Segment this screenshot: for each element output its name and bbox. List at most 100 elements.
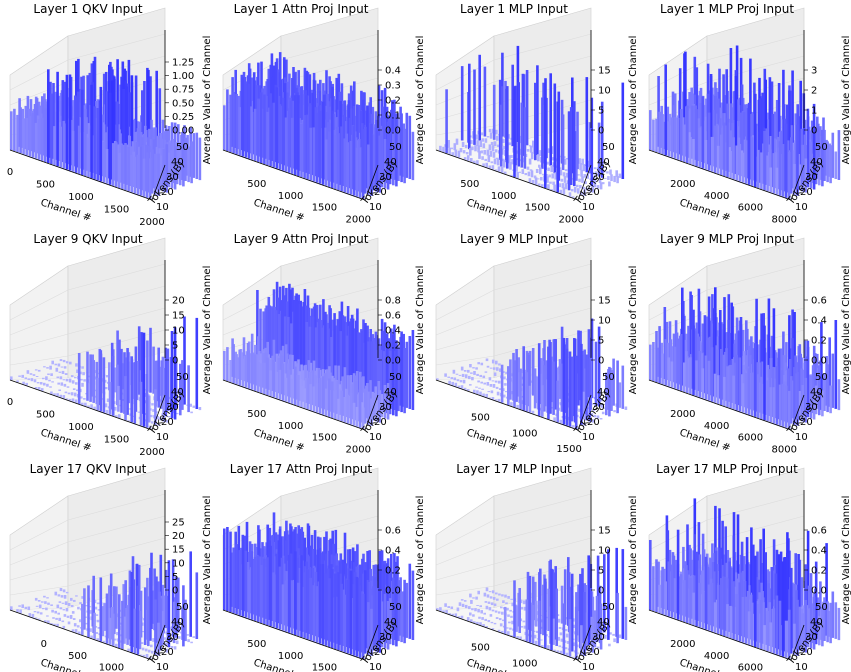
bar [673,346,677,389]
bar [146,340,149,392]
bar [80,396,83,399]
bar [539,150,542,157]
bar [62,395,66,399]
bar [89,354,92,402]
bar [287,316,290,379]
bar [343,594,346,653]
bar [695,360,698,397]
bar [806,608,810,648]
y-tick-label: 50 [389,372,402,383]
bar [170,150,174,189]
bar [81,89,84,175]
bar [732,535,736,622]
bar [806,530,810,630]
bar [411,570,415,640]
bar [18,375,21,377]
bar [697,288,701,373]
bar [113,586,116,635]
y-tick-label: 30 [592,632,605,643]
bar [124,376,127,421]
bar [181,360,184,410]
bar [657,561,660,607]
subplot-2: Layer 1 Attn Proj Input500100015002000Ch… [222,2,426,226]
z-tick-label: 0.0 [811,356,827,367]
bar [34,387,38,389]
x-tick-label: 1500 [312,203,337,214]
bar [558,627,562,629]
bar [463,600,467,602]
bar [35,605,39,607]
bar [52,617,55,619]
bar [828,337,831,407]
x-tick-label: 4000 [704,651,729,662]
bar [62,625,66,629]
y-tick-label: 30 [805,402,818,413]
bar [482,163,485,167]
bar [64,601,68,605]
bar [658,111,661,154]
z-tick-label: 5 [172,341,178,352]
subplot-3: Layer 1 MLP Input500100015002000Channel … [435,2,639,226]
bar [522,346,525,411]
bar [226,347,229,382]
bar [597,122,601,177]
y-tick-label: 40 [597,617,610,628]
bar [83,398,86,400]
bar [179,363,182,416]
bar [787,609,791,659]
bar [370,608,373,656]
bar [70,392,74,396]
bar [266,357,269,396]
y-tick-label: 50 [602,142,615,153]
bar [22,118,25,155]
bar [498,363,501,366]
z-tick-label: 15 [598,66,611,77]
grid-line [222,289,282,321]
bar [90,635,93,639]
bar [574,606,578,659]
bar [784,385,788,428]
bar [475,367,478,370]
bar [37,387,41,390]
bar [502,139,505,143]
bar [152,409,155,412]
bar [403,579,406,644]
bar [71,611,75,614]
bar [138,610,142,650]
bar [351,318,355,402]
bar [711,109,715,161]
bar [493,372,497,377]
bar [167,152,171,188]
bar [337,133,340,191]
bar [768,77,772,168]
bar [550,165,553,173]
x-axis-label: Channel # [465,427,518,454]
bar [452,369,456,374]
bar [781,383,785,427]
bar [701,323,705,381]
bar [480,150,483,154]
z-tick-label: 0 [598,586,604,597]
bar [667,121,671,157]
subplot-4: Layer 1 MLP Proj Input2000400060008000Ch… [648,2,851,226]
y-tick-label: 10 [582,432,595,443]
bar [395,572,398,647]
bar [361,129,365,199]
bar [741,152,745,183]
z-tick-label: 3 [811,66,817,77]
bar [44,601,47,604]
bar [250,551,254,620]
bar [533,368,537,409]
bar [397,580,400,642]
y-axis-line [577,394,592,431]
bar [296,300,299,382]
bar [522,600,526,605]
bar [520,626,524,628]
bar [831,591,835,638]
bar [378,390,382,423]
grid-line [435,355,495,366]
bar [277,314,281,376]
bar [253,108,257,161]
bar [171,559,175,637]
bar [502,158,505,162]
